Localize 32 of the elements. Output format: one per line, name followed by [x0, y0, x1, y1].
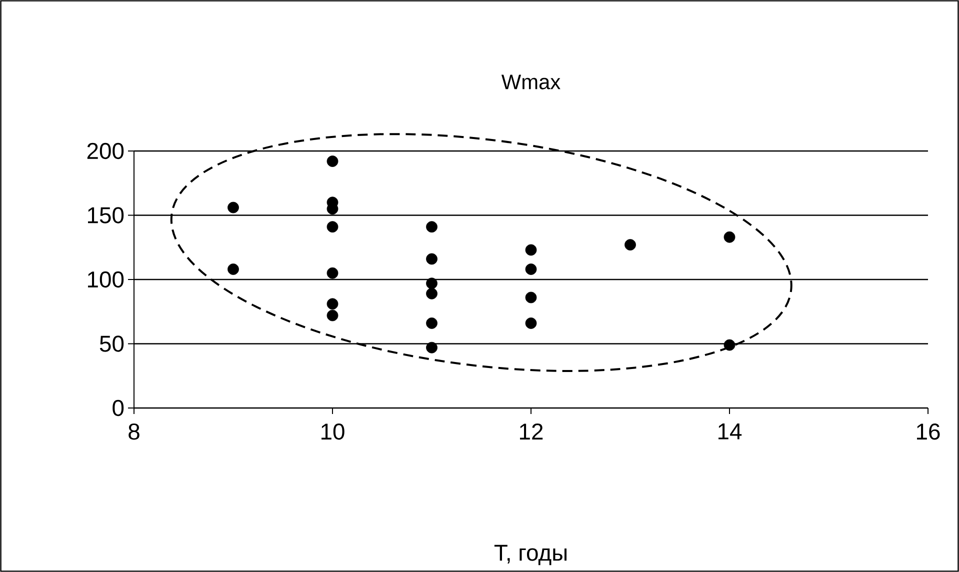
point — [228, 264, 239, 275]
point — [426, 317, 438, 329]
point — [426, 288, 438, 300]
point — [724, 231, 736, 243]
point — [525, 244, 537, 256]
x-tick-label: 14 — [718, 424, 742, 440]
x-tick-label: 12 — [520, 424, 543, 440]
x-axis-title: T, годы — [494, 544, 567, 566]
y-tick-label: 150 — [88, 207, 124, 224]
point — [525, 317, 537, 329]
y-tick-label: 200 — [87, 142, 124, 160]
point — [426, 278, 438, 290]
point — [426, 253, 438, 265]
y-tick-label: 0 — [112, 400, 124, 416]
point — [426, 342, 438, 354]
chart-title: Wmax — [501, 74, 560, 90]
point — [525, 264, 537, 275]
point — [326, 156, 338, 167]
point — [326, 221, 338, 233]
point — [326, 267, 338, 279]
point — [525, 292, 537, 304]
point — [326, 298, 338, 310]
point — [228, 202, 239, 214]
point — [724, 339, 736, 351]
x-tick-label: 8 — [128, 424, 140, 440]
point — [326, 310, 338, 322]
x-tick-label: 16 — [917, 424, 940, 440]
point — [624, 239, 636, 251]
y-tick-label: 100 — [88, 271, 124, 288]
y-tick-label: 50 — [100, 336, 124, 352]
x-tick-label: 10 — [322, 424, 344, 440]
point — [426, 221, 438, 233]
